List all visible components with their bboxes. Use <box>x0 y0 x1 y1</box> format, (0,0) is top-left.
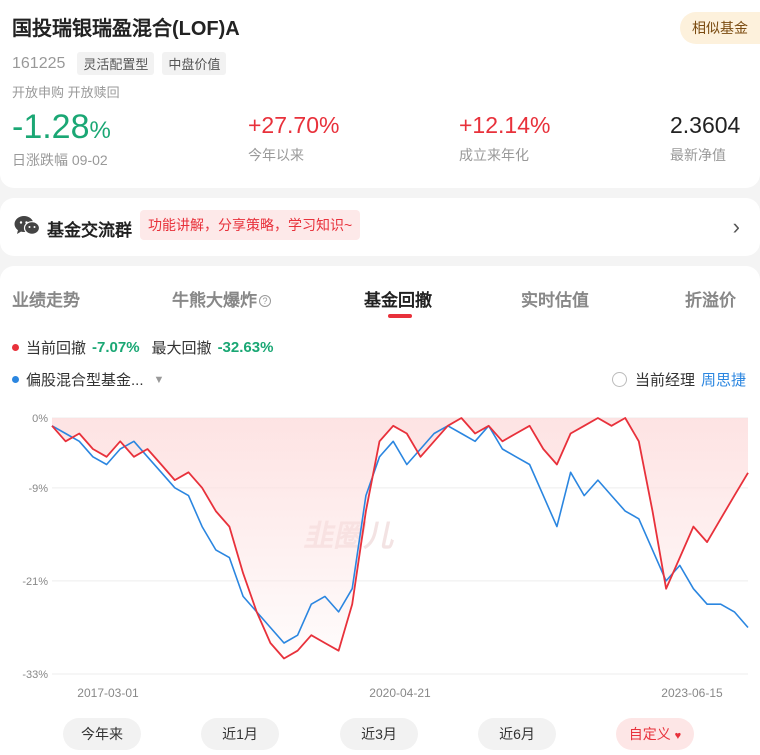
ytd-label: 今年以来 <box>248 147 304 163</box>
range-3m-button[interactable]: 近3月 <box>340 718 418 750</box>
daily-change-label: 日涨跌幅 09-02 <box>12 152 108 168</box>
legend-fund-dot <box>12 344 19 351</box>
legend-benchmark-label: 偏股混合型基金... <box>26 372 144 389</box>
chart-card: 业绩走势 牛熊大爆炸? 基金回撤 实时估值 折溢价 当前回撤 -7.07% 最大… <box>0 266 760 755</box>
range-custom-label: 自定义 <box>628 726 671 742</box>
current-manager-toggle[interactable]: 当前经理 周思捷 <box>611 369 746 390</box>
tab-drawdown[interactable]: 基金回撤 <box>364 291 432 310</box>
since-inception-label: 成立来年化 <box>459 147 529 163</box>
help-icon[interactable]: ? <box>259 295 271 307</box>
fund-code-row: 161225 灵活配置型 中盘价值 <box>12 52 227 75</box>
stat-nav: 2.3604 最新净值 <box>670 112 740 165</box>
y-tick-label: -21% <box>22 576 48 588</box>
daily-change-value: -1.28 <box>12 108 90 146</box>
y-tick-label: -9% <box>28 483 48 495</box>
tab-bull-bear-label: 牛熊大爆炸 <box>172 291 257 310</box>
legend-current-label: 当前回撤 <box>26 340 87 357</box>
fund-drawdown-line <box>51 417 749 660</box>
x-tick-label: 2017-03-01 <box>77 686 139 700</box>
nav-label: 最新净值 <box>670 147 726 163</box>
fund-drawdown-area <box>52 418 748 659</box>
chevron-right-icon[interactable]: › <box>732 214 740 239</box>
fund-code: 161225 <box>12 54 66 72</box>
x-tick-label: 2020-04-21 <box>369 686 431 700</box>
range-buttons: 今年来 近1月 近3月 近6月 自定义 ♥ <box>0 718 760 750</box>
benchmark-drawdown-line <box>51 425 749 644</box>
wechat-icon <box>14 216 40 235</box>
daily-change-unit: % <box>89 117 111 144</box>
range-6m-button[interactable]: 近6月 <box>478 718 556 750</box>
fund-type-tag: 灵活配置型 <box>77 52 155 75</box>
fund-name: 国投瑞银瑞盈混合(LOF)A <box>12 18 240 40</box>
legend-benchmark-dot <box>12 376 19 383</box>
active-tab-indicator <box>388 314 412 318</box>
legend-max-label: 最大回撤 <box>151 340 212 357</box>
nav-value: 2.3604 <box>670 112 741 138</box>
stat-ytd: +27.70% 今年以来 <box>248 112 339 165</box>
fund-community-banner[interactable]: 基金交流群 功能讲解，分享策略，学习知识~ › <box>0 198 760 256</box>
legend-current-value: -7.07% <box>92 339 140 356</box>
legend-benchmark[interactable]: 偏股混合型基金... ▼ <box>12 369 164 390</box>
y-tick-label: -33% <box>22 669 48 681</box>
manager-name-link[interactable]: 周思捷 <box>700 372 746 389</box>
x-tick-label: 2023-06-15 <box>661 686 723 700</box>
manager-label: 当前经理 <box>634 372 695 389</box>
fund-stats: -1.28% 日涨跌幅 09-02 +27.70% 今年以来 +12.14% 成… <box>12 108 748 172</box>
y-tick-label: 0% <box>32 413 48 425</box>
tab-bull-bear[interactable]: 牛熊大爆炸? <box>172 286 271 311</box>
fund-header-card: 国投瑞银瑞盈混合(LOF)A 相似基金 161225 灵活配置型 中盘价值 开放… <box>0 0 760 188</box>
legend-fund: 当前回撤 -7.07% 最大回撤 -32.63% <box>12 337 273 358</box>
community-promo: 功能讲解，分享策略，学习知识~ <box>140 210 361 240</box>
range-custom-button[interactable]: 自定义 ♥ <box>616 718 694 750</box>
chart-tabs: 业绩走势 牛熊大爆炸? 基金回撤 实时估值 折溢价 <box>0 286 760 326</box>
similar-funds-button[interactable]: 相似基金 <box>680 12 760 44</box>
stat-since-inception: +12.14% 成立来年化 <box>459 112 550 165</box>
since-inception-value: +12.14% <box>459 112 551 138</box>
community-title: 基金交流群 <box>47 221 132 240</box>
tab-realtime-estimate[interactable]: 实时估值 <box>521 291 589 310</box>
stat-daily-change: -1.28% 日涨跌幅 09-02 <box>12 108 111 170</box>
range-ytd-button[interactable]: 今年来 <box>63 718 141 750</box>
tab-performance[interactable]: 业绩走势 <box>12 291 80 310</box>
fund-style-tag: 中盘价值 <box>162 52 227 75</box>
legend-max-value: -32.63% <box>217 339 274 356</box>
ytd-value: +27.70% <box>248 112 340 138</box>
manager-radio[interactable] <box>611 372 627 387</box>
caret-down-icon[interactable]: ▼ <box>153 373 165 386</box>
range-6m-label: 近6月 <box>499 726 535 742</box>
range-1m-button[interactable]: 近1月 <box>201 718 279 750</box>
drawdown-chart[interactable]: 0%-9%-21%-33%韭圈儿2017-03-012020-04-212023… <box>0 406 760 706</box>
fund-trade-status: 开放申购 开放赎回 <box>12 85 120 100</box>
tab-premium-discount[interactable]: 折溢价 <box>685 291 736 310</box>
heart-icon: ♥ <box>674 730 682 742</box>
